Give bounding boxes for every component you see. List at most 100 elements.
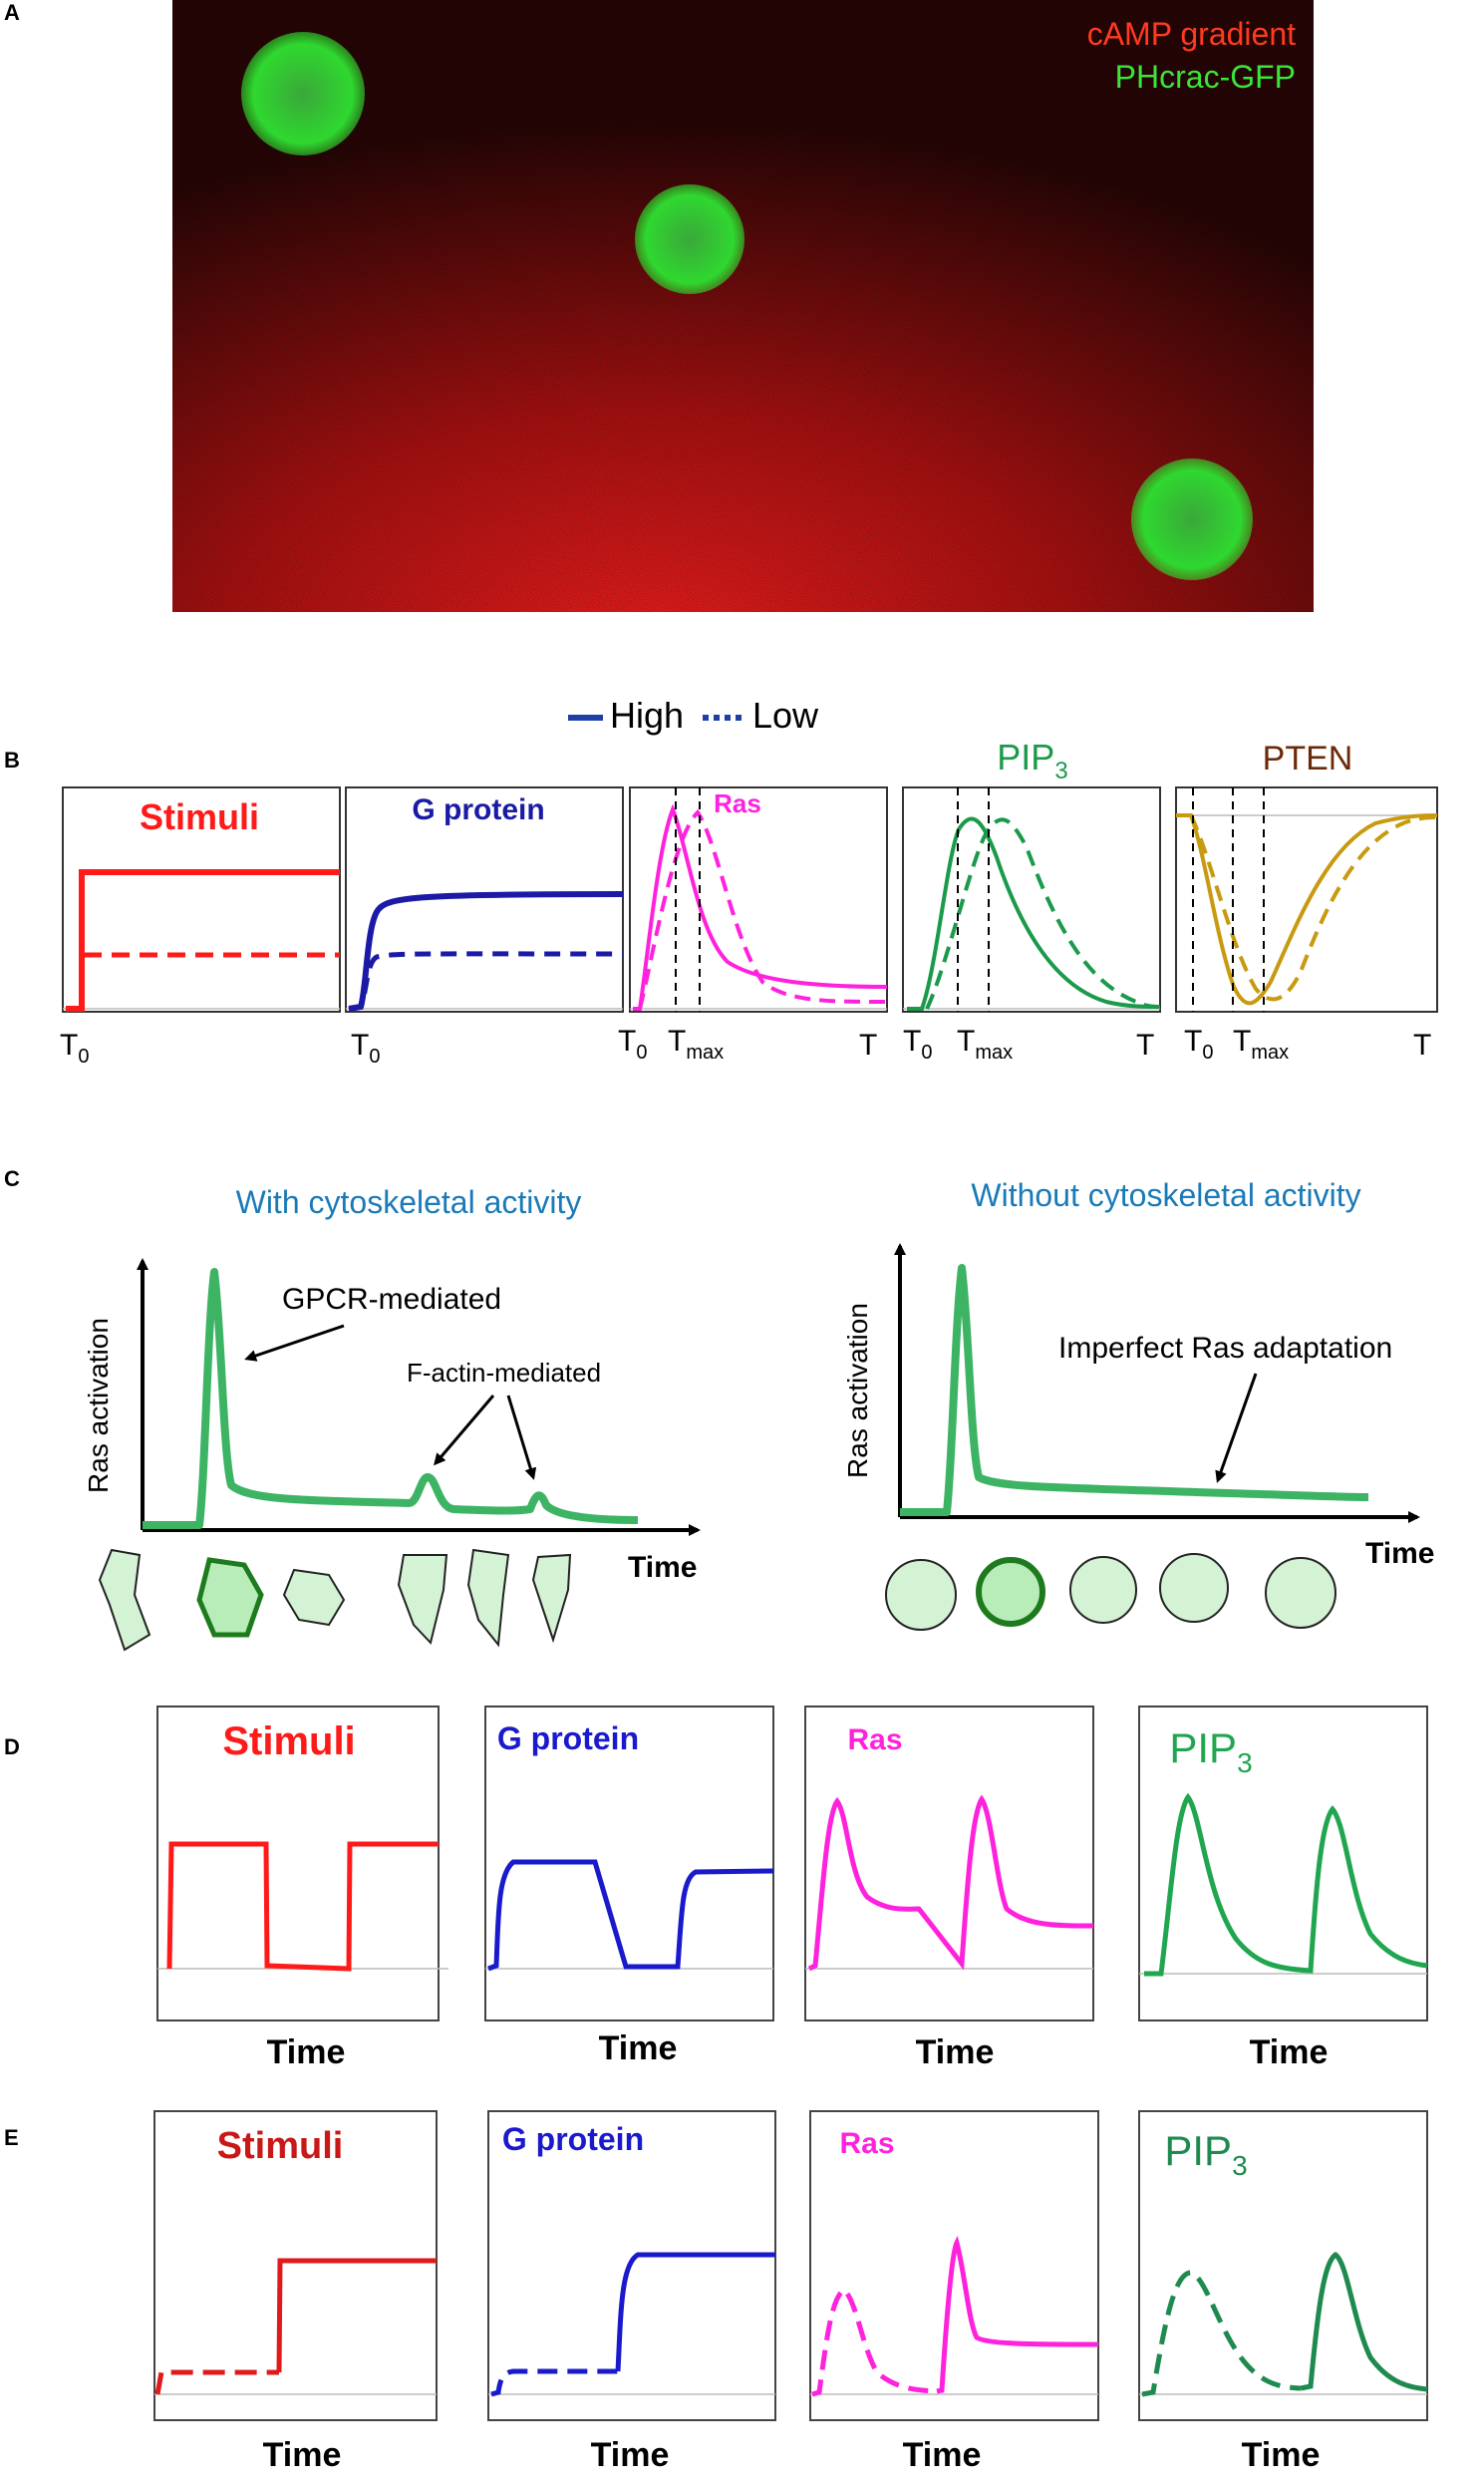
- d-ras-trace: [807, 1794, 1094, 1972]
- e-stimuli-high-trace: [276, 2258, 437, 2373]
- c-right-trace: [900, 1264, 1369, 1516]
- b-pten-low: [1189, 814, 1438, 1002]
- d-xlabel-1: Time: [267, 2033, 346, 2071]
- cell-round-activated: [976, 1557, 1045, 1627]
- c-annot-gpcr: GPCR-mediated: [282, 1283, 501, 1316]
- c-left-ylabel: Ras activation: [83, 1318, 114, 1493]
- tick-tmax-pip3: Tmax: [957, 1025, 1013, 1064]
- e-xlabel-3: Time: [903, 2436, 982, 2474]
- c-arrow-gpcr: [244, 1324, 345, 1362]
- tick-t0-stimuli: T0: [60, 1029, 89, 1068]
- c-right-cells: [885, 1553, 1336, 1631]
- c-left-cells: [98, 1548, 572, 1652]
- b-gprotein-low: [348, 951, 624, 1012]
- d-xlabel-2: Time: [599, 2029, 678, 2067]
- c-right-ylabel: Ras activation: [842, 1303, 873, 1478]
- b-title-gprotein: G protein: [412, 793, 544, 826]
- d-stimuli-trace: [166, 1841, 439, 1972]
- b-baselines: [63, 814, 1437, 1010]
- panel-c-letter: C: [4, 1166, 20, 1191]
- e-plot-ras-frame: [809, 2110, 1099, 2421]
- c-arrow-imperfect: [1215, 1373, 1258, 1483]
- c-annot-imperfect: Imperfect Ras adaptation: [1058, 1332, 1392, 1365]
- panel-d-letter: D: [4, 1734, 20, 1759]
- panel-e: E Stimuli G protein Ras PIP3 Time Time T…: [4, 2110, 1428, 2474]
- c-right-title: Without cytoskeletal activity: [971, 1177, 1360, 1213]
- c-left-xlabel: Time: [628, 1551, 697, 1584]
- e-pip3-high-trace: [1300, 2251, 1428, 2392]
- b-ras-high: [633, 803, 888, 1011]
- d-plot-gprotein-frame: [484, 1706, 774, 2021]
- b-plot-gprotein-frame: [345, 786, 624, 1013]
- b-plot-pip3-frame: [902, 786, 1161, 1013]
- panel-a-letter: A: [4, 0, 20, 25]
- cell-migrating-4: [466, 1548, 510, 1648]
- legend-high: High: [610, 695, 684, 736]
- tick-t0-pip3: T0: [903, 1025, 932, 1064]
- cell-migrating-1: [98, 1548, 151, 1652]
- legend-camp-gradient: cAMP gradient: [1087, 16, 1296, 52]
- d-xlabel-3: Time: [916, 2033, 995, 2071]
- tick-t-pten: T: [1413, 1029, 1431, 1062]
- panel-d: D Stimuli G protein Ras PIP3 Time Time T…: [4, 1706, 1428, 2071]
- e-title-ras: Ras: [839, 2127, 894, 2160]
- d-plot-ras-frame: [804, 1706, 1094, 2021]
- gfp-cell-1: [241, 32, 365, 155]
- d-plot-pip3-frame: [1138, 1706, 1428, 2021]
- panel-c: C With cytoskeletal activity Without cyt…: [4, 1166, 1434, 1652]
- b-title-pip3: PIP3: [997, 737, 1067, 784]
- b-pip3-high: [907, 816, 1161, 1011]
- e-xlabel-2: Time: [591, 2436, 670, 2474]
- d-title-pip3: PIP3: [1169, 1724, 1252, 1778]
- cell-round-2: [1069, 1556, 1137, 1624]
- tick-t0-gprotein: T0: [351, 1029, 380, 1068]
- b-pten-high: [1176, 813, 1438, 1006]
- cell-migrating-5: [531, 1553, 572, 1644]
- b-title-pten: PTEN: [1263, 740, 1353, 777]
- cell-round-3: [1159, 1553, 1229, 1623]
- b-pip3-low: [925, 817, 1161, 1010]
- e-ras-high-trace: [936, 2235, 1099, 2394]
- b-stimuli-low: [79, 952, 340, 1009]
- b-title-stimuli: Stimuli: [140, 796, 259, 837]
- c-arrow-factin-2: [506, 1395, 537, 1480]
- tick-tmax-ras: Tmax: [668, 1025, 724, 1064]
- e-gprotein-low-trace: [490, 2368, 618, 2397]
- panel-b-letter: B: [4, 748, 20, 773]
- tick-t0-pten: T0: [1184, 1025, 1213, 1064]
- e-xlabel-4: Time: [1242, 2436, 1321, 2474]
- c-left-trace: [143, 1268, 639, 1529]
- d-pip3-trace: [1144, 1792, 1428, 1977]
- e-ras-low-trace: [811, 2286, 938, 2397]
- e-gprotein-high-trace: [615, 2252, 775, 2372]
- gfp-cell-2: [635, 184, 744, 294]
- panel-a: A cAMP gradient PHcrac-GFP: [4, 0, 1314, 612]
- d-title-gprotein: G protein: [497, 1720, 639, 1756]
- e-title-stimuli: Stimuli: [217, 2125, 344, 2167]
- panel-b: B High Low Stimuli G protein Ras PIP3 PT…: [4, 695, 1438, 1068]
- b-plot-pten-frame: [1175, 786, 1438, 1013]
- cell-round-4: [1265, 1557, 1336, 1629]
- e-xlabel-1: Time: [263, 2436, 342, 2474]
- tick-t-ras: T: [859, 1029, 877, 1062]
- c-arrow-factin-1: [434, 1395, 495, 1466]
- b-tick-labels: T0 T0 T0 Tmax T T0 Tmax T T0 Tmax T: [60, 1025, 1431, 1068]
- gfp-cell-3: [1131, 459, 1253, 580]
- tick-t-pip3: T: [1136, 1029, 1154, 1062]
- c-right-xlabel: Time: [1365, 1537, 1434, 1570]
- e-title-gprotein: G protein: [502, 2121, 644, 2157]
- c-annot-factin: F-actin-mediated: [407, 1358, 601, 1388]
- d-gprotein-trace: [487, 1859, 774, 1972]
- d-title-stimuli: Stimuli: [222, 1719, 355, 1763]
- e-plot-gprotein-frame: [487, 2110, 776, 2421]
- cell-migrating-2: [282, 1568, 346, 1627]
- b-title-ras: Ras: [714, 788, 761, 818]
- d-xlabel-4: Time: [1250, 2033, 1329, 2071]
- b-ras-low: [638, 808, 888, 1010]
- b-plot-stimuli-frame: [62, 786, 341, 1013]
- panel-e-letter: E: [4, 2125, 19, 2150]
- c-left-title: With cytoskeletal activity: [236, 1184, 582, 1220]
- legend-low: Low: [752, 695, 819, 736]
- d-title-ras: Ras: [847, 1723, 902, 1756]
